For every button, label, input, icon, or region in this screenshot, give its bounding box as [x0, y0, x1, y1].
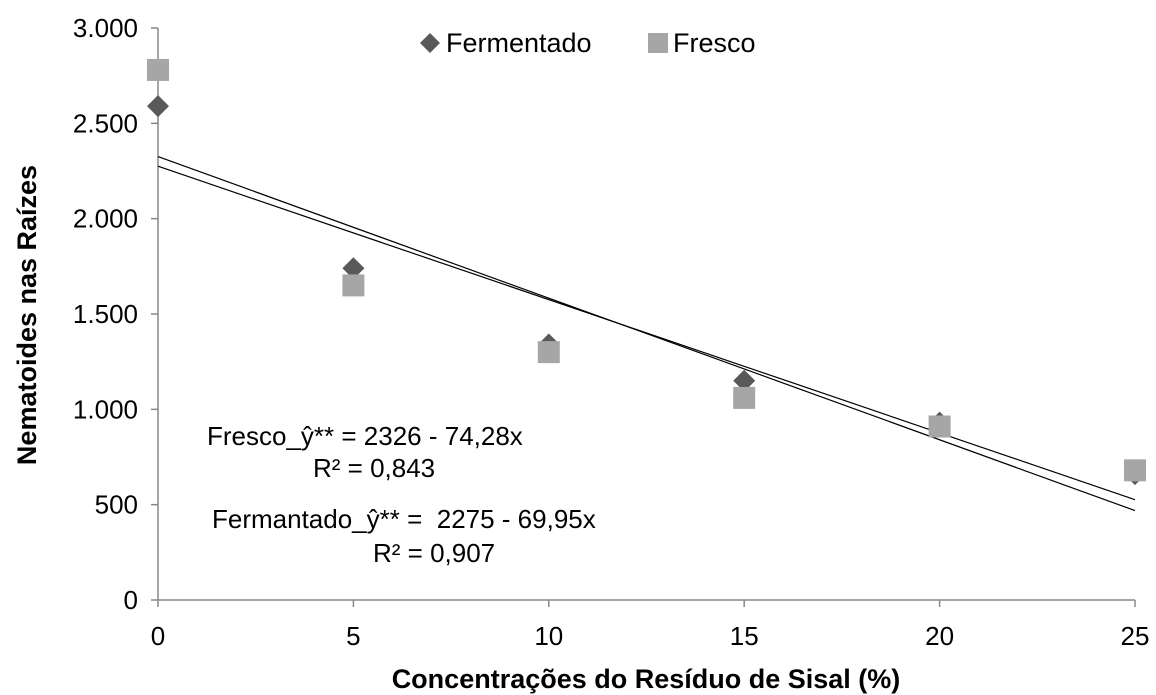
fresco-equation: Fresco_ŷ** = 2326 - 74,28x: [207, 421, 523, 451]
point-fermentado: [147, 95, 169, 118]
trendline-fresco: [157, 155, 1136, 512]
y-tick-label: 2.000: [73, 204, 138, 234]
x-tick-label: 10: [534, 621, 563, 651]
x-tick-label: 0: [151, 621, 165, 651]
y-axis-title: Nematoides nas Raízes: [12, 165, 42, 465]
point-fresco: [537, 341, 560, 364]
x-axis-title: Concentrações do Resíduo de Sisal (%): [392, 664, 901, 694]
data-points: [147, 58, 1146, 486]
y-tick-label: 3.000: [73, 13, 138, 43]
point-fresco: [928, 415, 951, 438]
fresco-r2: R² = 0,843: [313, 453, 435, 483]
x-tick-label: 5: [346, 621, 360, 651]
legend-label-fresco: Fresco: [673, 28, 756, 58]
legend: Fermentado Fresco: [420, 28, 756, 58]
point-fermentado: [342, 257, 365, 280]
y-tick-label: 1.500: [73, 299, 138, 329]
fermentado-r2: R² = 0,907: [373, 538, 495, 568]
point-fresco: [147, 58, 169, 81]
point-fresco: [342, 274, 365, 297]
x-tick-label: 15: [730, 621, 759, 651]
axes: 0 500 1.000 1.500 2.000 2.500 3.000 0 5 10 15 20 25: [73, 13, 1150, 651]
y-tick-label: 1.000: [73, 394, 138, 424]
y-tick-label: 500: [95, 490, 138, 520]
point-fresco: [1124, 459, 1146, 482]
legend-label-fermentado: Fermentado: [446, 28, 592, 58]
legend-marker-fresco: [648, 33, 668, 53]
trendlines: [157, 155, 1136, 512]
y-tick-label: 2.500: [73, 108, 138, 138]
x-tick-label: 20: [925, 621, 954, 651]
point-fresco: [733, 386, 756, 409]
point-fermentado: [733, 369, 756, 392]
fermentado-equation: Fermantado_ŷ** = 2275 - 69,95x: [212, 504, 596, 534]
legend-marker-fermentado: [420, 33, 440, 53]
y-tick-label: 0: [124, 585, 138, 615]
regression-annotations: Fresco_ŷ** = 2326 - 74,28x R² = 0,843 Fe…: [207, 421, 596, 568]
x-tick-label: 25: [1121, 621, 1150, 651]
